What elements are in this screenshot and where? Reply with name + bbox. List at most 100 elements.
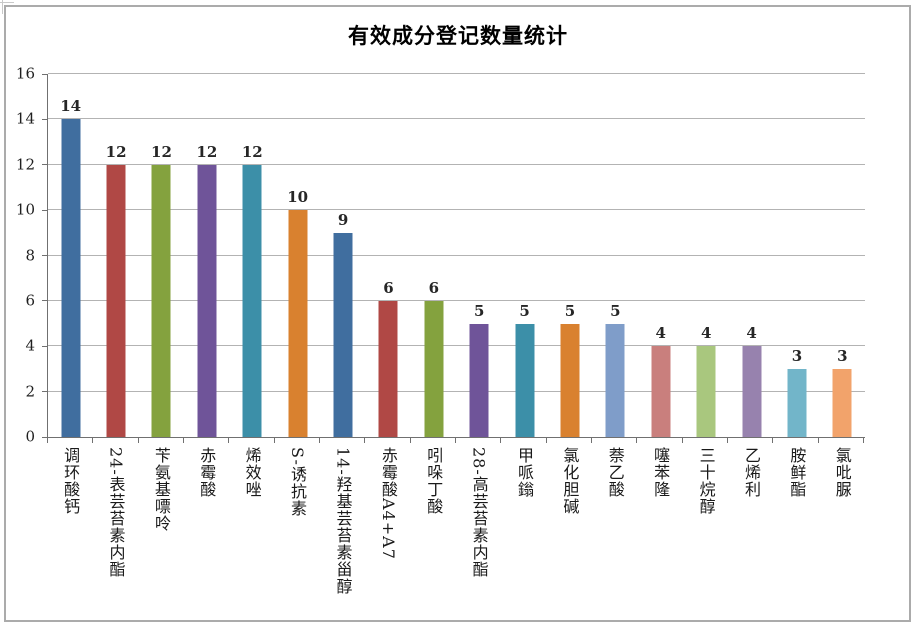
bar-value-label: 4: [700, 324, 712, 343]
y-axis-tick-label: 2: [25, 382, 35, 401]
bar-value-label: 4: [746, 324, 757, 343]
y-axis-tick: [42, 118, 47, 120]
bar-slot: 12: [139, 74, 184, 437]
x-axis-tick: [819, 438, 864, 443]
bar[interactable]: [696, 346, 716, 437]
gridline: [48, 299, 865, 301]
category-label-text: 甲哌鎓: [515, 447, 534, 498]
category-label-text: 赤霉酸A4+A7: [378, 447, 398, 560]
category-label: 萘乙酸: [592, 447, 637, 615]
bar-slot: 5: [593, 74, 638, 437]
bar-slot: 12: [184, 74, 229, 437]
bar[interactable]: [651, 346, 671, 437]
category-label: 24-表芸苔素内酯: [92, 447, 137, 615]
bar-slot: 5: [457, 74, 502, 437]
category-label: 调环酸钙: [47, 447, 92, 615]
x-axis-tick: [48, 438, 94, 443]
y-axis-tick: [42, 164, 47, 166]
cell-gridline-vertical: [2, 0, 3, 14]
bar-value-label: 3: [791, 346, 803, 365]
bar[interactable]: [242, 164, 262, 437]
y-axis-tick-marks: [42, 73, 47, 438]
bar-slot: 4: [683, 74, 728, 437]
y-axis-tick-label: 12: [15, 155, 35, 174]
bar-value-label: 10: [287, 188, 309, 207]
bar[interactable]: [832, 368, 852, 437]
x-axis-tick: [592, 438, 638, 443]
category-label: 甲哌鎓: [501, 447, 546, 615]
bar-value-label: 6: [428, 278, 440, 297]
bar[interactable]: [469, 323, 489, 437]
category-label-text: S-诱抗素: [288, 447, 308, 517]
y-axis-tick: [42, 73, 47, 75]
bar[interactable]: [61, 119, 81, 437]
x-axis-tick: [773, 438, 819, 443]
bar[interactable]: [787, 368, 807, 437]
bar-slot: 12: [230, 74, 275, 437]
bar-value-label: 9: [337, 210, 349, 229]
y-axis-tick: [42, 391, 47, 393]
y-axis-tick: [42, 209, 47, 211]
y-axis-tick-label: 16: [15, 64, 35, 83]
category-label: 噻苯隆: [637, 447, 682, 615]
gridline: [48, 254, 865, 256]
category-label-text: 调环酸钙: [61, 447, 81, 515]
bar[interactable]: [560, 323, 580, 437]
bar-slot: 12: [93, 74, 138, 437]
category-label: 氯化胆碱: [546, 447, 591, 615]
y-axis-tick: [42, 345, 47, 347]
category-label: 烯效唑: [229, 447, 274, 615]
y-axis-tick-label: 4: [25, 336, 35, 355]
gridline: [48, 345, 865, 347]
category-label: 赤霉酸A4+A7: [365, 447, 410, 615]
gridline: [48, 163, 865, 165]
bar[interactable]: [742, 346, 762, 437]
category-label: S-诱抗素: [274, 447, 319, 615]
bar-value-label: 5: [519, 301, 530, 320]
category-label-text: 24-表芸苔素内酯: [106, 447, 126, 578]
category-label-text: 三十烷醇: [696, 447, 716, 515]
bar[interactable]: [605, 323, 625, 437]
plot-area: 14 12 12 12 12 10 9 6 6 5 5 5 5 4 4 4 3 3: [47, 73, 865, 438]
bar[interactable]: [424, 300, 444, 437]
bar-value-label: 12: [151, 142, 172, 161]
bar-slot: 6: [411, 74, 456, 437]
x-axis-tick: [683, 438, 728, 443]
bar-value-label: 14: [60, 97, 82, 116]
y-axis-tick-label: 6: [25, 291, 35, 310]
x-axis-tick: [320, 438, 366, 443]
x-axis-tick: [501, 438, 547, 443]
bar-value-label: 4: [655, 324, 666, 343]
bar-slot: 4: [729, 74, 774, 437]
bar-value-label: 12: [241, 142, 263, 161]
bar[interactable]: [197, 164, 217, 437]
y-axis-tick-label: 8: [25, 246, 35, 264]
bar-slot: 5: [502, 74, 547, 437]
category-label: 氯吡脲: [819, 447, 864, 615]
y-axis-tick: [42, 255, 47, 256]
bar-slot: 9: [320, 74, 365, 437]
bar[interactable]: [151, 164, 171, 437]
x-axis-tick: [229, 438, 275, 443]
category-label-text: 14-羟基芸苔素甾醇: [333, 447, 353, 595]
bar-value-label: 5: [610, 301, 621, 320]
y-axis-tick-label: 10: [15, 200, 35, 219]
gridline: [48, 209, 865, 211]
category-label: 胺鲜酯: [773, 447, 818, 615]
category-label-text: 28-高芸苔素内酯: [469, 447, 489, 578]
x-axis-tick: [728, 438, 774, 443]
bar[interactable]: [288, 210, 308, 437]
category-label-text: 烯效唑: [242, 447, 262, 498]
bar-slot: 3: [820, 74, 865, 437]
category-label: 28-高芸苔素内酯: [456, 447, 501, 615]
gridline: [48, 390, 865, 392]
bar-slot: 5: [547, 74, 592, 437]
bar[interactable]: [106, 164, 126, 437]
bars-container: 14 12 12 12 12 10 9 6 6 5 5 5 5 4 4 4 3 3: [48, 74, 865, 437]
bar-slot: 14: [48, 74, 93, 437]
category-label-text: 萘乙酸: [605, 447, 625, 498]
bar[interactable]: [333, 232, 353, 437]
bar[interactable]: [515, 323, 535, 437]
bar[interactable]: [378, 300, 398, 437]
